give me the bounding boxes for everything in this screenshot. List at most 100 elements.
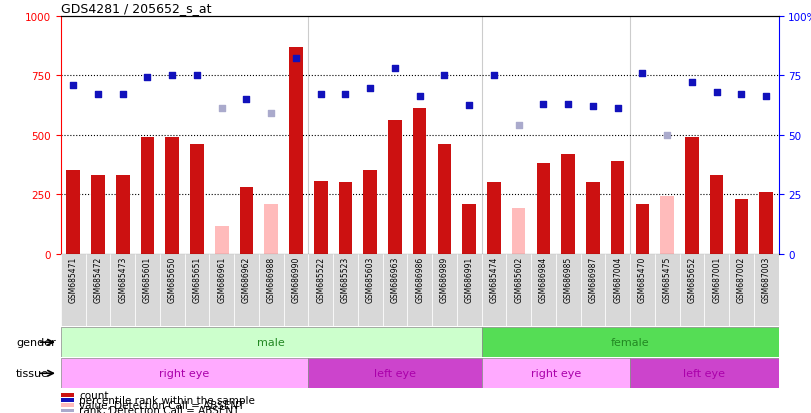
Point xyxy=(735,92,748,98)
Text: left eye: left eye xyxy=(684,368,725,378)
Text: GSM687003: GSM687003 xyxy=(762,256,770,302)
Point xyxy=(710,89,723,96)
Bar xyxy=(215,227,229,254)
Bar xyxy=(586,183,600,254)
Text: GSM686985: GSM686985 xyxy=(564,256,573,302)
Point xyxy=(537,101,550,108)
Bar xyxy=(61,404,74,407)
Text: left eye: left eye xyxy=(374,368,416,378)
Point xyxy=(92,92,105,98)
Bar xyxy=(729,254,753,326)
Text: GSM686991: GSM686991 xyxy=(465,256,474,302)
Bar xyxy=(383,254,407,326)
Bar xyxy=(537,164,550,254)
Bar xyxy=(140,138,154,254)
Text: GDS4281 / 205652_s_at: GDS4281 / 205652_s_at xyxy=(61,2,212,15)
Bar xyxy=(239,188,253,254)
Text: GSM686987: GSM686987 xyxy=(589,256,598,302)
Bar xyxy=(110,254,135,326)
Bar xyxy=(487,183,500,254)
Text: GSM687002: GSM687002 xyxy=(737,256,746,302)
Bar xyxy=(482,358,630,388)
Text: GSM685475: GSM685475 xyxy=(663,256,672,302)
Text: GSM685651: GSM685651 xyxy=(192,256,201,302)
Bar xyxy=(704,254,729,326)
Bar xyxy=(605,254,630,326)
Point xyxy=(463,102,476,109)
Bar xyxy=(654,254,680,326)
Text: right eye: right eye xyxy=(530,368,581,378)
Bar xyxy=(630,358,779,388)
Text: count: count xyxy=(79,390,109,400)
Bar xyxy=(135,254,160,326)
Bar xyxy=(685,138,699,254)
Point xyxy=(487,73,500,79)
Bar xyxy=(314,182,328,254)
Text: GSM685471: GSM685471 xyxy=(69,256,78,302)
Bar xyxy=(710,176,723,254)
Bar xyxy=(432,254,457,326)
Point xyxy=(586,103,599,110)
Bar xyxy=(160,254,185,326)
Bar xyxy=(61,393,74,397)
Text: GSM685470: GSM685470 xyxy=(638,256,647,302)
Text: GSM685522: GSM685522 xyxy=(316,256,325,302)
Bar xyxy=(308,254,333,326)
Text: GSM685602: GSM685602 xyxy=(514,256,523,302)
Point xyxy=(513,122,526,129)
Bar xyxy=(264,204,278,254)
Point xyxy=(339,92,352,98)
Bar xyxy=(234,254,259,326)
Bar xyxy=(339,183,352,254)
Point xyxy=(760,94,773,101)
Text: GSM685473: GSM685473 xyxy=(118,256,127,302)
Point xyxy=(636,70,649,77)
Point xyxy=(165,73,178,79)
Text: GSM686986: GSM686986 xyxy=(415,256,424,302)
Bar xyxy=(185,254,209,326)
Text: GSM686989: GSM686989 xyxy=(440,256,449,302)
Bar xyxy=(630,254,654,326)
Text: GSM685601: GSM685601 xyxy=(143,256,152,302)
Bar xyxy=(284,254,308,326)
Bar xyxy=(413,109,427,254)
Bar xyxy=(67,171,80,254)
Point xyxy=(363,85,376,92)
Point xyxy=(191,73,204,79)
Bar xyxy=(735,199,749,254)
Text: GSM685523: GSM685523 xyxy=(341,256,350,302)
Bar xyxy=(457,254,482,326)
Point xyxy=(685,80,698,86)
Point xyxy=(388,65,401,72)
Point xyxy=(562,101,575,108)
Text: GSM685603: GSM685603 xyxy=(366,256,375,302)
Point xyxy=(413,94,427,101)
Text: GSM686962: GSM686962 xyxy=(242,256,251,302)
Bar xyxy=(462,204,476,254)
Text: GSM686984: GSM686984 xyxy=(539,256,548,302)
Bar xyxy=(259,254,284,326)
Text: GSM686961: GSM686961 xyxy=(217,256,226,302)
Point xyxy=(661,132,674,139)
Bar xyxy=(660,197,674,254)
Text: percentile rank within the sample: percentile rank within the sample xyxy=(79,395,255,405)
Text: GSM685472: GSM685472 xyxy=(93,256,102,302)
Text: female: female xyxy=(611,337,650,347)
Bar xyxy=(165,138,179,254)
Bar xyxy=(611,161,624,254)
Bar xyxy=(759,192,773,254)
Text: GSM685474: GSM685474 xyxy=(490,256,499,302)
Point xyxy=(264,111,277,117)
Bar xyxy=(581,254,605,326)
Bar xyxy=(753,254,779,326)
Bar xyxy=(531,254,556,326)
Text: tissue: tissue xyxy=(16,368,49,378)
Bar xyxy=(209,254,234,326)
Bar xyxy=(61,358,308,388)
Bar xyxy=(358,254,383,326)
Bar xyxy=(308,358,482,388)
Bar xyxy=(190,145,204,254)
Bar xyxy=(333,254,358,326)
Text: GSM687004: GSM687004 xyxy=(613,256,622,302)
Point xyxy=(240,96,253,103)
